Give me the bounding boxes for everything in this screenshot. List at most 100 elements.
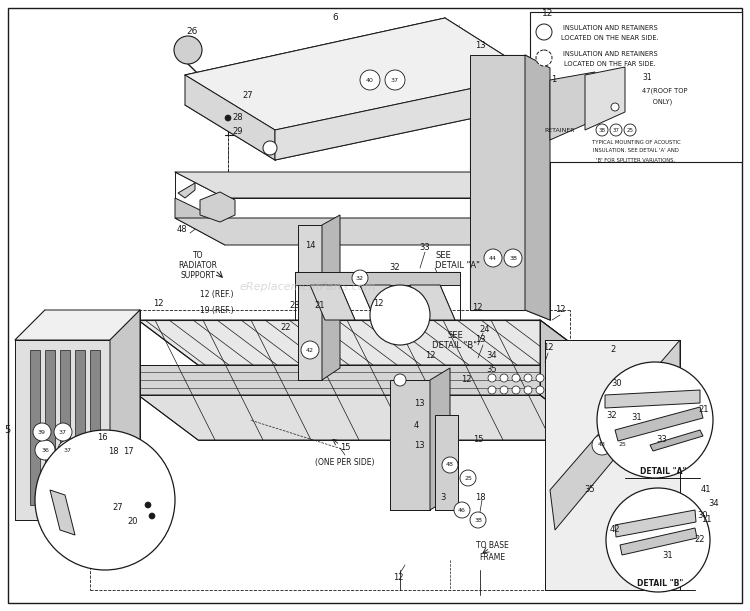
Polygon shape bbox=[138, 395, 600, 440]
Polygon shape bbox=[185, 75, 275, 160]
Circle shape bbox=[454, 502, 470, 518]
Bar bbox=[60, 350, 70, 505]
Text: 12: 12 bbox=[393, 574, 404, 582]
Text: 38: 38 bbox=[598, 128, 605, 133]
Bar bbox=[530, 12, 742, 162]
Text: 15: 15 bbox=[472, 436, 483, 444]
Text: 13: 13 bbox=[475, 335, 485, 345]
Text: 32: 32 bbox=[390, 263, 400, 273]
Polygon shape bbox=[410, 285, 455, 320]
Text: 22: 22 bbox=[280, 323, 291, 332]
Text: FRAME: FRAME bbox=[479, 552, 505, 562]
Text: 23: 23 bbox=[290, 301, 300, 310]
Circle shape bbox=[624, 124, 636, 136]
Polygon shape bbox=[605, 390, 700, 408]
Text: 12: 12 bbox=[543, 343, 554, 353]
Text: (ONE PER SIDE): (ONE PER SIDE) bbox=[315, 458, 375, 467]
Text: ONLY): ONLY) bbox=[642, 99, 672, 105]
Text: 12: 12 bbox=[373, 299, 383, 307]
Circle shape bbox=[500, 374, 508, 382]
Text: 47(ROOF TOP: 47(ROOF TOP bbox=[642, 88, 688, 94]
Text: 25: 25 bbox=[626, 128, 634, 133]
Polygon shape bbox=[550, 72, 595, 140]
Text: 31: 31 bbox=[632, 414, 642, 422]
Text: 13: 13 bbox=[414, 441, 424, 450]
Circle shape bbox=[536, 374, 544, 382]
Polygon shape bbox=[470, 55, 525, 310]
Circle shape bbox=[536, 50, 552, 66]
Text: TO BASE: TO BASE bbox=[476, 541, 508, 549]
Circle shape bbox=[488, 386, 496, 394]
Polygon shape bbox=[585, 67, 625, 130]
Text: 42: 42 bbox=[306, 348, 314, 353]
Text: 40: 40 bbox=[366, 78, 374, 82]
Text: 12: 12 bbox=[460, 376, 471, 384]
Text: 12: 12 bbox=[153, 299, 164, 309]
Text: 3: 3 bbox=[440, 494, 446, 502]
Circle shape bbox=[263, 141, 277, 155]
Text: SEE: SEE bbox=[435, 251, 451, 260]
Text: 34: 34 bbox=[709, 499, 719, 508]
Polygon shape bbox=[298, 225, 322, 380]
Text: 37: 37 bbox=[64, 447, 72, 453]
Circle shape bbox=[610, 124, 622, 136]
Text: INSULATION. SEE DETAIL 'A' AND: INSULATION. SEE DETAIL 'A' AND bbox=[593, 148, 679, 153]
Text: 35: 35 bbox=[487, 365, 497, 375]
Text: 46: 46 bbox=[458, 508, 466, 513]
Polygon shape bbox=[545, 340, 680, 590]
Circle shape bbox=[504, 249, 522, 267]
Text: 26: 26 bbox=[186, 27, 198, 37]
Text: 19 (REF.): 19 (REF.) bbox=[200, 306, 234, 315]
Text: 16: 16 bbox=[97, 433, 107, 442]
Polygon shape bbox=[178, 183, 195, 198]
Text: 36: 36 bbox=[41, 447, 49, 453]
Circle shape bbox=[394, 374, 406, 386]
Circle shape bbox=[524, 386, 532, 394]
Text: 2: 2 bbox=[610, 345, 616, 354]
Text: TYPICAL MOUNTING OF ACOUSTIC: TYPICAL MOUNTING OF ACOUSTIC bbox=[592, 139, 680, 144]
Text: DETAIL "B": DETAIL "B" bbox=[433, 340, 478, 349]
Polygon shape bbox=[50, 490, 75, 535]
Text: 44: 44 bbox=[489, 255, 497, 260]
Text: 27: 27 bbox=[112, 503, 123, 513]
Text: RADIATOR: RADIATOR bbox=[178, 260, 218, 269]
Circle shape bbox=[460, 470, 476, 486]
Bar bbox=[90, 350, 100, 505]
Text: 30: 30 bbox=[698, 511, 708, 519]
Text: 15: 15 bbox=[340, 444, 350, 453]
Circle shape bbox=[512, 374, 520, 382]
Text: 35: 35 bbox=[585, 486, 596, 494]
Text: 1: 1 bbox=[551, 76, 556, 84]
Text: 32: 32 bbox=[356, 276, 364, 280]
Circle shape bbox=[597, 362, 713, 478]
Text: 27: 27 bbox=[243, 90, 254, 100]
Circle shape bbox=[524, 374, 532, 382]
Text: RETAINER: RETAINER bbox=[544, 128, 574, 133]
Text: 37: 37 bbox=[391, 78, 399, 82]
Polygon shape bbox=[615, 510, 696, 537]
Polygon shape bbox=[138, 365, 540, 395]
Circle shape bbox=[370, 285, 430, 345]
Text: 18: 18 bbox=[108, 447, 118, 456]
Polygon shape bbox=[615, 407, 703, 441]
Text: 33: 33 bbox=[657, 436, 668, 444]
Text: 4: 4 bbox=[414, 420, 419, 430]
Text: 43: 43 bbox=[598, 442, 606, 447]
Text: 48: 48 bbox=[446, 463, 454, 467]
Polygon shape bbox=[540, 320, 600, 440]
Text: 24: 24 bbox=[480, 326, 490, 334]
Polygon shape bbox=[650, 430, 703, 451]
Circle shape bbox=[606, 488, 710, 592]
Text: 20: 20 bbox=[128, 518, 138, 527]
Text: 12: 12 bbox=[424, 351, 435, 359]
Polygon shape bbox=[138, 320, 600, 365]
Text: DETAIL "A": DETAIL "A" bbox=[640, 467, 686, 477]
Text: LOCATED ON THE NEAR SIDE.: LOCATED ON THE NEAR SIDE. bbox=[561, 35, 658, 41]
Text: 37: 37 bbox=[59, 430, 67, 434]
Polygon shape bbox=[185, 18, 535, 130]
Circle shape bbox=[442, 457, 458, 473]
Text: 14: 14 bbox=[304, 241, 315, 249]
Polygon shape bbox=[525, 55, 550, 320]
Text: 37: 37 bbox=[613, 128, 620, 133]
Circle shape bbox=[612, 435, 632, 455]
